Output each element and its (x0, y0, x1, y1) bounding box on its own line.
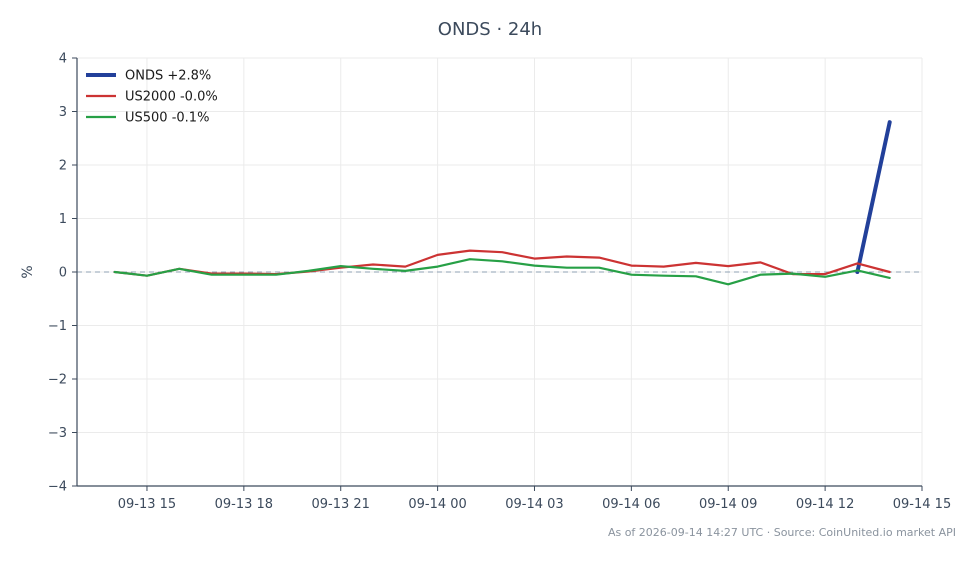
x-tick-label-6: 09-14 09 (699, 497, 757, 512)
x-tick-label-5: 09-14 06 (602, 497, 660, 512)
x-tick-label-2: 09-13 21 (311, 497, 369, 512)
y-axis-label: % (20, 265, 36, 278)
x-tick-label-3: 09-14 00 (408, 497, 466, 512)
legend: ONDS +2.8% US2000 -0.0% US500 -0.1% (86, 69, 218, 126)
legend-label-2: US500 -0.1% (125, 111, 209, 126)
y-tick-label-2: 2 (59, 159, 67, 174)
legend-label-0: ONDS +2.8% (125, 69, 211, 84)
y-tick-label-7: −3 (48, 426, 67, 441)
y-tick-label-4: 0 (59, 266, 67, 281)
y-axis-ticks: 4 3 2 1 0 −1 −2 −3 −4 (48, 52, 77, 495)
y-tick-label-0: 4 (59, 52, 67, 67)
series-line-2 (113, 258, 891, 286)
series-line-0 (855, 120, 892, 274)
x-tick-label-4: 09-14 03 (505, 497, 563, 512)
y-tick-label-5: −1 (48, 319, 67, 334)
series-group (113, 120, 892, 286)
y-tick-label-3: 1 (59, 212, 67, 227)
y-tick-label-1: 3 (59, 105, 67, 120)
x-axis-ticks: 09-13 15 09-13 18 09-13 21 09-14 00 09-14 03… (118, 486, 951, 512)
y-tick-label-8: −4 (48, 480, 67, 495)
chart-title: ONDS · 24h (437, 19, 543, 40)
x-tick-label-1: 09-13 18 (215, 497, 273, 512)
source-footer: As of 2026-09-14 14:27 UTC · Source: Coi… (607, 526, 956, 539)
x-tick-label-0: 09-13 15 (118, 497, 176, 512)
x-tick-label-8: 09-14 15 (893, 497, 951, 512)
y-tick-label-6: −2 (48, 373, 67, 388)
x-tick-label-7: 09-14 12 (796, 497, 854, 512)
legend-label-1: US2000 -0.0% (125, 90, 218, 105)
